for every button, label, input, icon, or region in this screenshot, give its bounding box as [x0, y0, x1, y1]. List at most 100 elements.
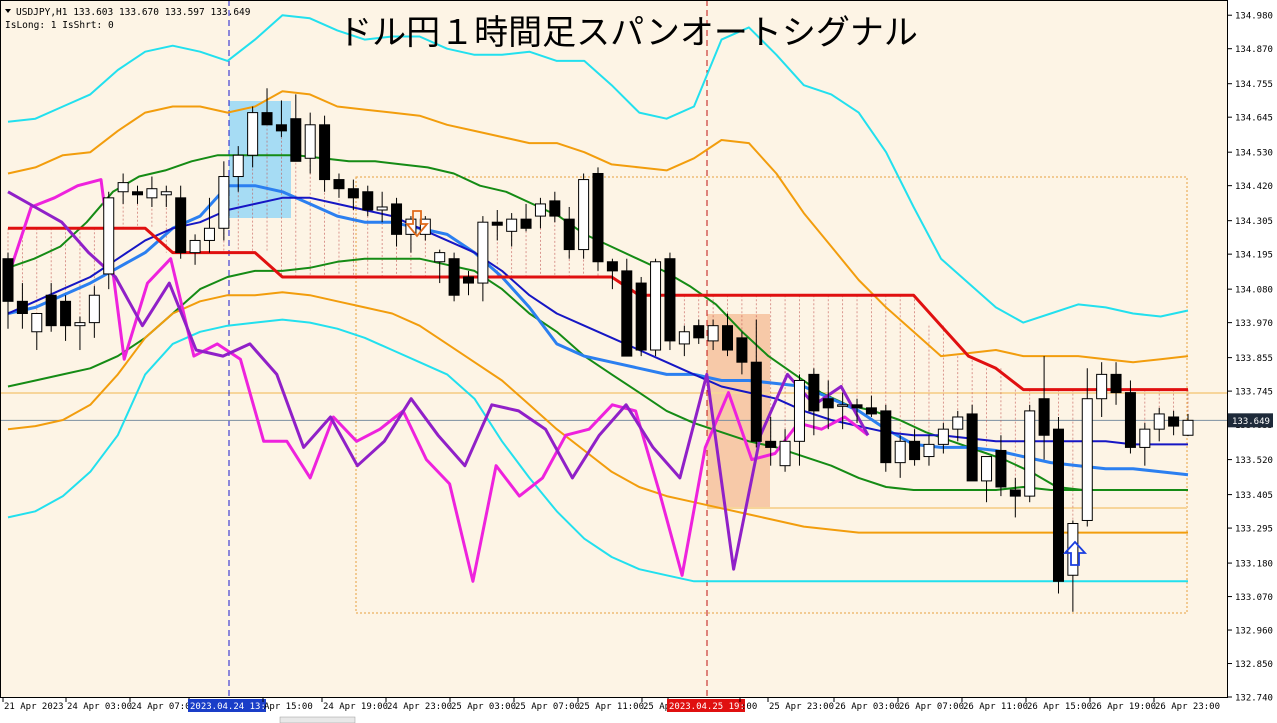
- candle-body: [88, 294, 100, 324]
- candle-body: [635, 282, 647, 351]
- candle-body: [837, 404, 849, 407]
- time-tick-label: 24 Apr 19:00: [323, 702, 388, 712]
- candle-body: [1052, 428, 1064, 582]
- price-tick-label: 134.645: [1235, 114, 1273, 124]
- collapse-triangle-icon[interactable]: [5, 9, 11, 13]
- candle: [376, 191, 388, 223]
- candle: [74, 316, 86, 351]
- candle-body: [880, 410, 892, 464]
- candle: [549, 191, 561, 223]
- candle: [462, 270, 474, 296]
- time-tick-label: 25 Apr 11:00: [579, 702, 644, 712]
- range-box: [355, 176, 1188, 614]
- current-price-badge: [1228, 413, 1273, 428]
- candle: [304, 112, 316, 174]
- candle: [1168, 410, 1180, 436]
- time-tick-label: 26 Apr 19:00: [1091, 702, 1156, 712]
- candle: [937, 423, 949, 454]
- candle-body: [851, 404, 863, 409]
- candle-body: [31, 312, 43, 333]
- candle: [1139, 423, 1151, 466]
- candle: [60, 295, 72, 341]
- line-bb_outer_lower: [7, 318, 1188, 583]
- price-tick-label: 134.870: [1235, 45, 1273, 55]
- price-tick-label: 133.295: [1235, 525, 1273, 535]
- candle-body: [462, 276, 474, 284]
- candle-body: [981, 456, 993, 482]
- candle-body: [1038, 398, 1050, 436]
- candle: [563, 206, 575, 259]
- candle: [261, 88, 273, 126]
- candle-body: [45, 294, 57, 327]
- price-tick-label: 133.070: [1235, 593, 1273, 603]
- candle: [347, 179, 359, 211]
- plot-frame: [0, 0, 1228, 698]
- candle-body: [1182, 419, 1194, 436]
- price-tick-label: 134.755: [1235, 80, 1273, 90]
- line-bb_mid_upper: [7, 90, 1189, 364]
- candle-body: [391, 203, 403, 235]
- price-tick-label: 133.970: [1235, 319, 1273, 329]
- candle-body: [534, 203, 546, 217]
- candle: [966, 404, 978, 482]
- candle: [506, 213, 518, 247]
- candle: [31, 312, 43, 351]
- candle: [290, 94, 302, 162]
- candle-body: [865, 407, 877, 415]
- candle: [678, 325, 690, 357]
- candle-body: [808, 373, 820, 412]
- candle-body: [60, 300, 72, 327]
- candle: [16, 283, 28, 329]
- candle-body: [491, 221, 503, 226]
- time-tick-label: 2023.04.24 13:00: [190, 702, 277, 712]
- candle: [808, 368, 820, 436]
- candle-body: [74, 322, 86, 327]
- candle: [520, 203, 532, 232]
- candle-body: [779, 440, 791, 467]
- candle: [333, 173, 345, 198]
- price-tick-label: 134.420: [1235, 182, 1273, 192]
- candle: [160, 185, 172, 207]
- price-tick-label: 134.195: [1235, 251, 1273, 261]
- price-tick-label: 134.530: [1235, 149, 1273, 159]
- candle: [232, 146, 244, 192]
- sell-arrow-icon: [405, 210, 429, 238]
- candle: [707, 319, 719, 351]
- candle-body: [362, 191, 374, 211]
- candle-body: [707, 325, 719, 342]
- candle-body: [563, 218, 575, 251]
- price-tick-label: 132.960: [1235, 627, 1273, 637]
- candle-body: [146, 188, 158, 199]
- candle: [606, 258, 618, 290]
- time-tick-label: 26 Apr 07:00: [899, 702, 964, 712]
- candle-body: [909, 440, 921, 461]
- candles: [2, 88, 1194, 612]
- candle: [203, 197, 215, 253]
- markers: [405, 210, 1088, 566]
- candle-body: [132, 191, 144, 196]
- candle: [275, 100, 287, 137]
- candle: [175, 185, 187, 259]
- candle: [1024, 404, 1036, 503]
- candle: [103, 191, 115, 290]
- candle: [1110, 362, 1122, 405]
- price-tick-label: 132.740: [1235, 694, 1273, 704]
- candle-body: [1139, 428, 1151, 448]
- candle-body: [189, 239, 201, 254]
- candle: [434, 249, 446, 284]
- time-tick-label: 25 Apr 23:00: [769, 702, 834, 712]
- time-tick-label: 25 Apr 03:00: [451, 702, 516, 712]
- candle-body: [736, 337, 748, 363]
- candle: [132, 185, 144, 204]
- price-tick-label: 134.980: [1235, 12, 1273, 22]
- candle-body: [290, 118, 302, 162]
- candle-body: [347, 188, 359, 199]
- candle-body: [506, 218, 518, 232]
- candle-body: [578, 179, 590, 251]
- time-tick-label: 26 Apr 03:00: [835, 702, 900, 712]
- candle: [909, 429, 921, 466]
- candle-body: [621, 270, 633, 357]
- candle-body: [894, 440, 906, 464]
- candle-body: [592, 172, 604, 263]
